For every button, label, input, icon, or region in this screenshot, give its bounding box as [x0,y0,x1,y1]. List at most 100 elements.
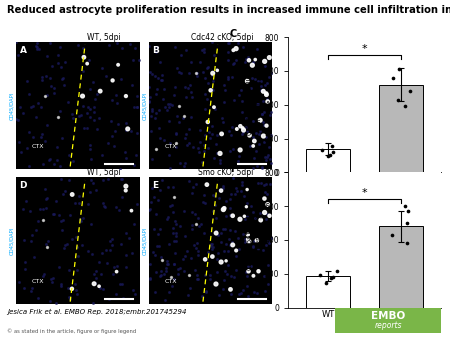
Point [148,106,155,112]
Point [134,93,141,98]
Point [262,242,270,247]
Point [246,143,253,148]
Point [148,108,156,114]
Point [54,144,61,150]
Point [244,293,252,298]
Point [189,190,196,195]
Point [220,207,227,212]
Point [226,206,233,211]
Text: Reduced astrocyte proliferation results in increased immune cell infiltration in: Reduced astrocyte proliferation results … [7,5,450,15]
Point [223,242,230,247]
Point [243,273,250,279]
Point [118,241,125,246]
Point [225,263,232,268]
Point [178,52,185,57]
Point [330,274,337,280]
Point [113,41,120,46]
Point [204,119,212,125]
Point [256,128,263,134]
Point [129,82,136,88]
Point [255,78,262,83]
Point [405,209,412,214]
Point [209,245,216,250]
Point [72,282,79,287]
Point [191,212,198,217]
Point [235,92,242,98]
Point [263,96,270,102]
Point [152,91,159,96]
Point [166,290,173,295]
Point [228,124,235,129]
Point [243,78,251,84]
Point [234,40,242,45]
Point [102,247,109,253]
Point [221,269,228,274]
Point [158,257,165,262]
Point [263,92,270,97]
Point [211,193,218,199]
Point [87,189,94,195]
Point [328,143,335,149]
Point [35,47,42,52]
Point [237,147,244,153]
Text: reports: reports [374,321,402,330]
Point [195,248,202,254]
Point [212,281,220,287]
Point [262,216,270,222]
Point [264,202,271,207]
Point [201,49,208,55]
Point [201,230,208,236]
Point [120,296,127,301]
Point [220,99,228,104]
Point [175,120,182,125]
Point [327,275,334,281]
Point [84,126,91,131]
Point [232,254,239,259]
Point [158,255,165,260]
Point [164,258,171,264]
Point [173,230,180,236]
Point [145,99,153,105]
Point [80,216,87,221]
Y-axis label: CD45+Iba1- cells
(number/mm²): CD45+Iba1- cells (number/mm²) [247,75,261,135]
Point [145,207,152,212]
Point [59,191,66,196]
Point [263,157,270,163]
Point [266,213,273,218]
Point [227,212,234,217]
Point [28,233,36,238]
Point [197,127,204,132]
Point [75,114,82,119]
Point [189,184,197,189]
Point [107,247,114,252]
Point [35,295,42,300]
Point [169,230,176,236]
Point [84,104,91,110]
Point [75,42,82,48]
Point [228,191,235,197]
Point [261,288,269,294]
Point [85,249,92,254]
Point [119,281,126,286]
Point [46,156,54,162]
Point [247,85,254,91]
Point [319,148,326,153]
Point [122,252,130,258]
Point [95,115,102,121]
Point [117,76,125,81]
Point [216,195,223,200]
Point [257,83,265,88]
Point [108,98,116,103]
Point [216,157,224,162]
Bar [306,149,350,172]
Point [184,292,191,298]
Point [330,149,337,155]
Point [88,178,95,183]
Point [233,126,240,132]
Point [182,48,189,53]
Point [266,55,273,60]
Point [99,286,106,292]
Text: EMBO: EMBO [371,311,405,321]
Point [245,269,252,274]
Point [149,156,156,162]
